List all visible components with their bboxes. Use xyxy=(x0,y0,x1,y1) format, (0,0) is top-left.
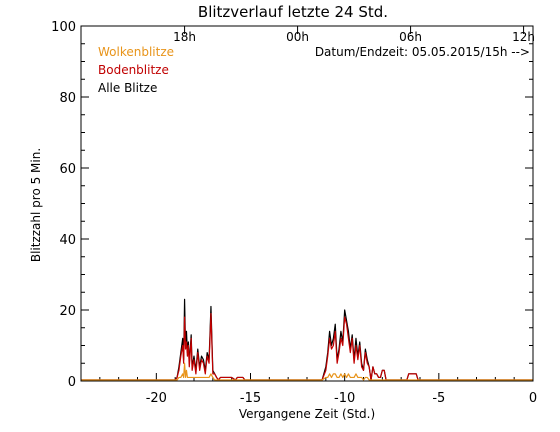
y-tick-label: 60 xyxy=(59,162,76,177)
top-time-ticks: 18h 00h 06h 12h xyxy=(173,26,535,44)
x-tick-label: -10 xyxy=(334,391,355,406)
y-tick-label: 20 xyxy=(59,304,76,319)
top-tick-label: 00h xyxy=(286,30,309,44)
x-tick-label: -5 xyxy=(432,391,445,406)
top-tick-label: 18h xyxy=(173,30,196,44)
legend-entry: Wolkenblitze xyxy=(98,45,174,59)
y-axis-title: Blitzzahl pro 5 Min. xyxy=(29,148,43,262)
x-tick-label: 0 xyxy=(529,391,537,406)
legend-entry: Bodenblitze xyxy=(98,63,169,77)
data-series xyxy=(81,298,533,381)
legend-entry: Alle Blitze xyxy=(98,81,157,95)
x-axis-title: Vergangene Zeit (Std.) xyxy=(239,407,375,421)
x-tick-label: -15 xyxy=(240,391,261,406)
top-tick-label: 12h xyxy=(512,30,535,44)
series-line-wolkenblitze xyxy=(81,362,533,381)
info-text: Datum/Endzeit: 05.05.2015/15h --> xyxy=(315,45,530,59)
y-tick-label: 0 xyxy=(68,375,76,390)
chart-title: Blitzverlauf letzte 24 Std. xyxy=(198,3,388,21)
legend: Wolkenblitze Bodenblitze Alle Blitze xyxy=(98,45,174,95)
y-tick-label: 100 xyxy=(51,20,76,35)
x-tick-label: -20 xyxy=(146,391,167,406)
y-tick-label: 80 xyxy=(59,91,76,106)
plot-frame xyxy=(80,25,534,382)
y-tick-label: 40 xyxy=(59,233,76,248)
top-tick-label: 06h xyxy=(399,30,422,44)
